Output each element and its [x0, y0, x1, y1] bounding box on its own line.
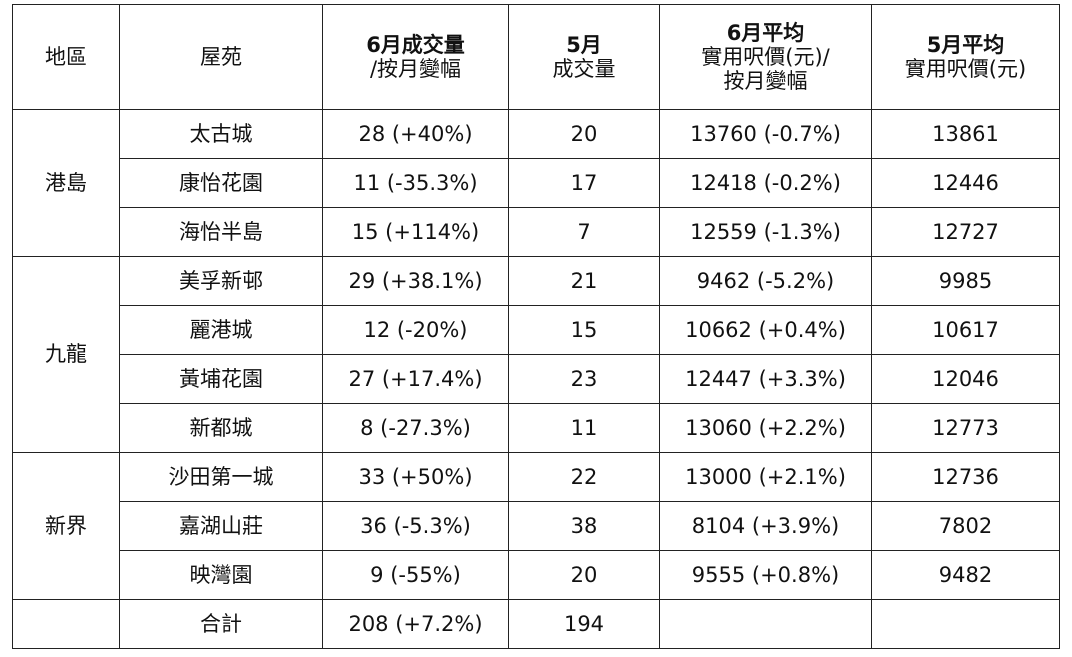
may-volume-cell: 20: [508, 550, 660, 600]
table-row: 映灣園 9 (-55%) 20 9555 (+0.8%) 9482: [13, 550, 1060, 600]
estate-cell: 太古城: [119, 109, 323, 159]
total-empty-cell: [871, 599, 1060, 649]
region-cell: 九龍: [12, 256, 120, 453]
total-row: 合計 208 (+7.2%) 194: [12, 599, 1060, 649]
header-jun-volume-line2: /按月變幅: [369, 57, 462, 81]
table-row: 新都城 8 (-27.3%) 11 13060 (+2.2%) 12773: [13, 403, 1060, 453]
jun-price-cell: 12447 (+3.3%): [659, 354, 872, 404]
jun-price-cell: 8104 (+3.9%): [659, 501, 872, 551]
estate-cell: 映灣園: [119, 550, 323, 600]
may-volume-cell: 15: [508, 305, 660, 355]
jun-volume-cell: 27 (+17.4%): [322, 354, 509, 404]
header-may-volume-line2: 成交量: [552, 57, 616, 81]
may-price-cell: 9482: [871, 550, 1060, 600]
estate-cell: 海怡半島: [119, 207, 323, 257]
jun-price-cell: 9555 (+0.8%): [659, 550, 872, 600]
header-may-price-line1: 5月平均: [926, 32, 1005, 57]
jun-volume-cell: 28 (+40%): [322, 109, 509, 159]
header-estate: 屋苑: [119, 4, 323, 110]
jun-price-cell: 12418 (-0.2%): [659, 158, 872, 208]
estate-cell: 美孚新邨: [119, 256, 323, 306]
region-cell: 港島: [12, 109, 120, 257]
jun-price-cell: 12559 (-1.3%): [659, 207, 872, 257]
total-label: 合計: [119, 599, 323, 649]
estate-cell: 康怡花園: [119, 158, 323, 208]
table-row: 海怡半島 15 (+114%) 7 12559 (-1.3%) 12727: [13, 207, 1060, 257]
table-row: 康怡花園 11 (-35.3%) 17 12418 (-0.2%) 12446: [13, 158, 1060, 208]
total-empty-cell: [659, 599, 872, 649]
header-may-volume: 5月 成交量: [508, 4, 660, 110]
jun-volume-cell: 11 (-35.3%): [322, 158, 509, 208]
header-jun-price-line1: 6月平均: [726, 20, 805, 45]
may-price-cell: 10617: [871, 305, 1060, 355]
total-jun-volume: 208 (+7.2%): [322, 599, 509, 649]
may-volume-cell: 38: [508, 501, 660, 551]
may-volume-cell: 23: [508, 354, 660, 404]
may-volume-cell: 7: [508, 207, 660, 257]
estate-cell: 麗港城: [119, 305, 323, 355]
may-price-cell: 9985: [871, 256, 1060, 306]
total-may-volume: 194: [508, 599, 660, 649]
header-may-price: 5月平均 實用呎價(元): [871, 4, 1060, 110]
jun-price-cell: 10662 (+0.4%): [659, 305, 872, 355]
may-volume-cell: 22: [508, 452, 660, 502]
may-volume-cell: 21: [508, 256, 660, 306]
header-row: 地區 屋苑 6月成交量 /按月變幅 5月 成交量 6月平均 實用呎價(元)/ 按…: [12, 4, 1060, 110]
header-district: 地區: [12, 4, 120, 110]
jun-volume-cell: 9 (-55%): [322, 550, 509, 600]
jun-price-cell: 9462 (-5.2%): [659, 256, 872, 306]
header-jun-price-line2: 實用呎價(元)/: [701, 44, 830, 69]
may-volume-cell: 20: [508, 109, 660, 159]
jun-price-cell: 13060 (+2.2%): [659, 403, 872, 453]
may-volume-cell: 11: [508, 403, 660, 453]
jun-volume-cell: 36 (-5.3%): [322, 501, 509, 551]
estate-cell: 嘉湖山莊: [119, 501, 323, 551]
jun-price-cell: 13000 (+2.1%): [659, 452, 872, 502]
jun-volume-cell: 15 (+114%): [322, 207, 509, 257]
may-price-cell: 13861: [871, 109, 1060, 159]
jun-price-cell: 13760 (-0.7%): [659, 109, 872, 159]
estate-cell: 黃埔花園: [119, 354, 323, 404]
jun-volume-cell: 33 (+50%): [322, 452, 509, 502]
may-price-cell: 12727: [871, 207, 1060, 257]
table-row: 麗港城 12 (-20%) 15 10662 (+0.4%) 10617: [13, 305, 1060, 355]
jun-volume-cell: 8 (-27.3%): [322, 403, 509, 453]
may-volume-cell: 17: [508, 158, 660, 208]
header-jun-volume-line1: 6月成交量: [366, 32, 465, 57]
table-row: 新界 沙田第一城 33 (+50%) 22 13000 (+2.1%) 1273…: [12, 452, 1060, 600]
jun-volume-cell: 29 (+38.1%): [322, 256, 509, 306]
table-row: 黃埔花園 27 (+17.4%) 23 12447 (+3.3%) 12046: [13, 354, 1060, 404]
table-body: 港島 太古城 28 (+40%) 20 13760 (-0.7%) 13861 …: [12, 109, 1060, 600]
estate-cell: 新都城: [119, 403, 323, 453]
total-empty-cell: [12, 599, 120, 649]
estate-cell: 沙田第一城: [119, 452, 323, 502]
header-jun-price: 6月平均 實用呎價(元)/ 按月變幅: [659, 4, 872, 110]
header-may-volume-line1: 5月: [566, 32, 602, 57]
may-price-cell: 12046: [871, 354, 1060, 404]
header-may-price-line2: 實用呎價(元): [904, 57, 1027, 81]
table-row: 港島 太古城 28 (+40%) 20 13760 (-0.7%) 13861: [12, 109, 1060, 257]
may-price-cell: 12446: [871, 158, 1060, 208]
header-jun-price-line3: 按月變幅: [723, 69, 808, 94]
header-jun-volume: 6月成交量 /按月變幅: [322, 4, 509, 110]
transaction-table: 地區 屋苑 6月成交量 /按月變幅 5月 成交量 6月平均 實用呎價(元)/ 按…: [12, 4, 1060, 649]
may-price-cell: 12736: [871, 452, 1060, 502]
table-row: 九龍 美孚新邨 29 (+38.1%) 21 9462 (-5.2%) 9985: [12, 256, 1060, 453]
region-cell: 新界: [12, 452, 120, 600]
jun-volume-cell: 12 (-20%): [322, 305, 509, 355]
may-price-cell: 7802: [871, 501, 1060, 551]
may-price-cell: 12773: [871, 403, 1060, 453]
table-row: 嘉湖山莊 36 (-5.3%) 38 8104 (+3.9%) 7802: [13, 501, 1060, 551]
